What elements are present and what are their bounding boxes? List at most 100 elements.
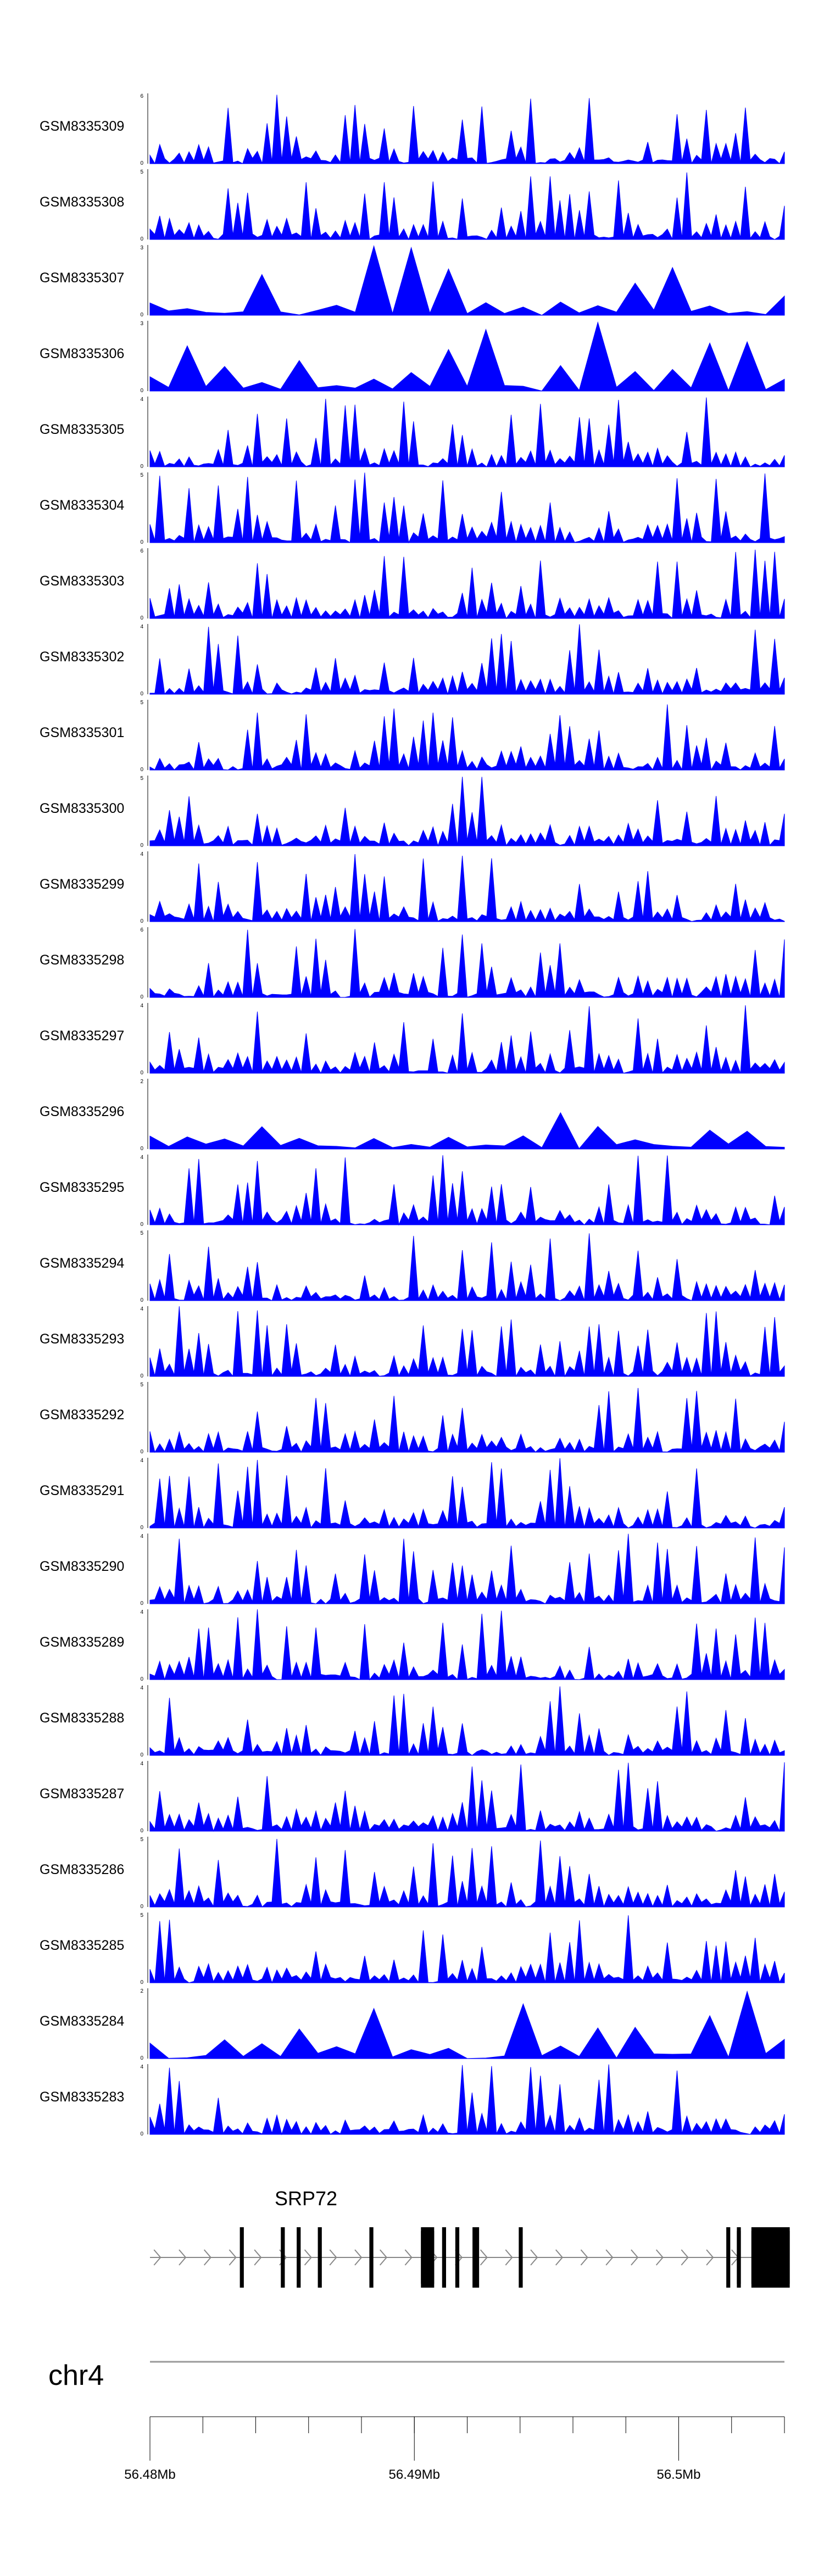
strand-arrow bbox=[631, 2249, 639, 2266]
coding-exon bbox=[421, 2231, 435, 2284]
signal-area bbox=[149, 1838, 785, 1908]
exon bbox=[318, 2227, 322, 2288]
signal-area bbox=[149, 549, 785, 620]
y-max-label: 4 bbox=[140, 1685, 143, 1691]
track-label: GSM8335307 bbox=[40, 270, 125, 286]
signal-area bbox=[149, 1306, 785, 1378]
track-label: GSM8335301 bbox=[40, 725, 125, 740]
exon bbox=[455, 2227, 460, 2288]
x-tick-label: 56.5Mb bbox=[656, 2467, 701, 2482]
y-max-label: 6 bbox=[140, 548, 143, 554]
track-label: GSM8335285 bbox=[40, 1938, 125, 1953]
y-min-label: 0 bbox=[140, 691, 143, 697]
y-max-label: 2 bbox=[140, 1988, 143, 1994]
y-min-label: 0 bbox=[140, 994, 143, 1000]
y-min-label: 0 bbox=[140, 1980, 143, 1986]
signal-area bbox=[149, 245, 785, 316]
track-label: GSM8335296 bbox=[40, 1104, 125, 1119]
exon bbox=[519, 2227, 523, 2288]
signal-area bbox=[149, 472, 785, 544]
signal-area bbox=[149, 704, 785, 771]
track-label: GSM8335303 bbox=[40, 573, 125, 589]
track-label: GSM8335297 bbox=[40, 1028, 125, 1044]
y-max-label: 4 bbox=[140, 851, 143, 857]
y-max-label: 4 bbox=[140, 2064, 143, 2070]
track-label: GSM8335288 bbox=[40, 1710, 125, 1726]
track-label: GSM8335286 bbox=[40, 1862, 125, 1877]
y-min-label: 0 bbox=[140, 1070, 143, 1076]
exon bbox=[297, 2227, 301, 2288]
signal-area bbox=[149, 854, 785, 922]
y-max-label: 4 bbox=[140, 1609, 143, 1615]
signal-area bbox=[149, 1233, 785, 1301]
y-min-label: 0 bbox=[140, 388, 143, 394]
strand-arrow bbox=[329, 2249, 337, 2266]
track-label: GSM8335300 bbox=[40, 801, 125, 816]
signal-area bbox=[149, 94, 785, 165]
y-max-label: 2 bbox=[140, 1079, 143, 1085]
signal-area bbox=[149, 1387, 785, 1453]
coding-exon bbox=[737, 2231, 741, 2284]
y-min-label: 0 bbox=[140, 1676, 143, 1682]
strand-arrow bbox=[203, 2249, 212, 2266]
x-tick-label: 56.49Mb bbox=[388, 2467, 440, 2482]
signal-area bbox=[149, 1005, 785, 1074]
y-min-label: 0 bbox=[140, 1146, 143, 1152]
strand-arrow bbox=[681, 2249, 689, 2266]
strand-arrow bbox=[153, 2249, 162, 2266]
track-label: GSM8335293 bbox=[40, 1331, 125, 1347]
y-min-label: 0 bbox=[140, 1449, 143, 1455]
track-label: GSM8335305 bbox=[40, 422, 125, 437]
strand-arrow bbox=[580, 2249, 588, 2266]
y-max-label: 4 bbox=[140, 624, 143, 630]
y-min-label: 0 bbox=[140, 1297, 143, 1303]
track-label: GSM8335309 bbox=[40, 119, 125, 134]
y-min-label: 0 bbox=[140, 615, 143, 621]
track-label: GSM8335283 bbox=[40, 2089, 125, 2105]
strand-arrow bbox=[354, 2249, 363, 2266]
y-max-label: 4 bbox=[140, 1458, 143, 1464]
y-max-label: 4 bbox=[140, 1003, 143, 1009]
signal-area bbox=[149, 1762, 785, 1832]
signal-area bbox=[149, 777, 785, 847]
y-min-label: 0 bbox=[140, 236, 143, 242]
y-max-label: 4 bbox=[140, 1534, 143, 1540]
strand-arrow bbox=[505, 2249, 513, 2266]
signal-area bbox=[149, 1915, 785, 1984]
strand-arrow bbox=[304, 2249, 312, 2266]
y-min-label: 0 bbox=[140, 767, 143, 773]
track-label: GSM8335287 bbox=[40, 1786, 125, 1802]
track-label: GSM8335298 bbox=[40, 952, 125, 968]
y-max-label: 5 bbox=[140, 169, 143, 175]
strand-arrow bbox=[706, 2249, 714, 2266]
strand-arrow bbox=[655, 2249, 664, 2266]
y-max-label: 4 bbox=[140, 1155, 143, 1161]
track-label: GSM8335306 bbox=[40, 346, 125, 361]
signal-area bbox=[149, 321, 785, 392]
signal-area bbox=[149, 1458, 785, 1529]
y-min-label: 0 bbox=[140, 1525, 143, 1531]
y-min-label: 0 bbox=[140, 1373, 143, 1379]
y-min-label: 0 bbox=[140, 160, 143, 166]
strand-arrow bbox=[404, 2249, 413, 2266]
strand-arrow bbox=[530, 2249, 538, 2266]
y-min-label: 0 bbox=[140, 2131, 143, 2137]
y-max-label: 4 bbox=[140, 1761, 143, 1767]
y-max-label: 3 bbox=[140, 321, 143, 327]
y-max-label: 5 bbox=[140, 1913, 143, 1919]
y-max-label: 5 bbox=[140, 472, 143, 478]
track-label: GSM8335308 bbox=[40, 194, 125, 210]
strand-arrow bbox=[605, 2249, 614, 2266]
signal-area bbox=[149, 2064, 785, 2135]
y-max-label: 5 bbox=[140, 700, 143, 706]
exon bbox=[281, 2227, 285, 2288]
strand-arrow bbox=[254, 2249, 262, 2266]
track-label: GSM8335302 bbox=[40, 649, 125, 665]
track-label: GSM8335284 bbox=[40, 2014, 125, 2029]
exon bbox=[369, 2227, 374, 2288]
signal-area bbox=[149, 624, 785, 695]
y-max-label: 6 bbox=[140, 927, 143, 933]
chromosome-label: chr4 bbox=[48, 2360, 104, 2391]
signal-area bbox=[149, 1534, 785, 1604]
